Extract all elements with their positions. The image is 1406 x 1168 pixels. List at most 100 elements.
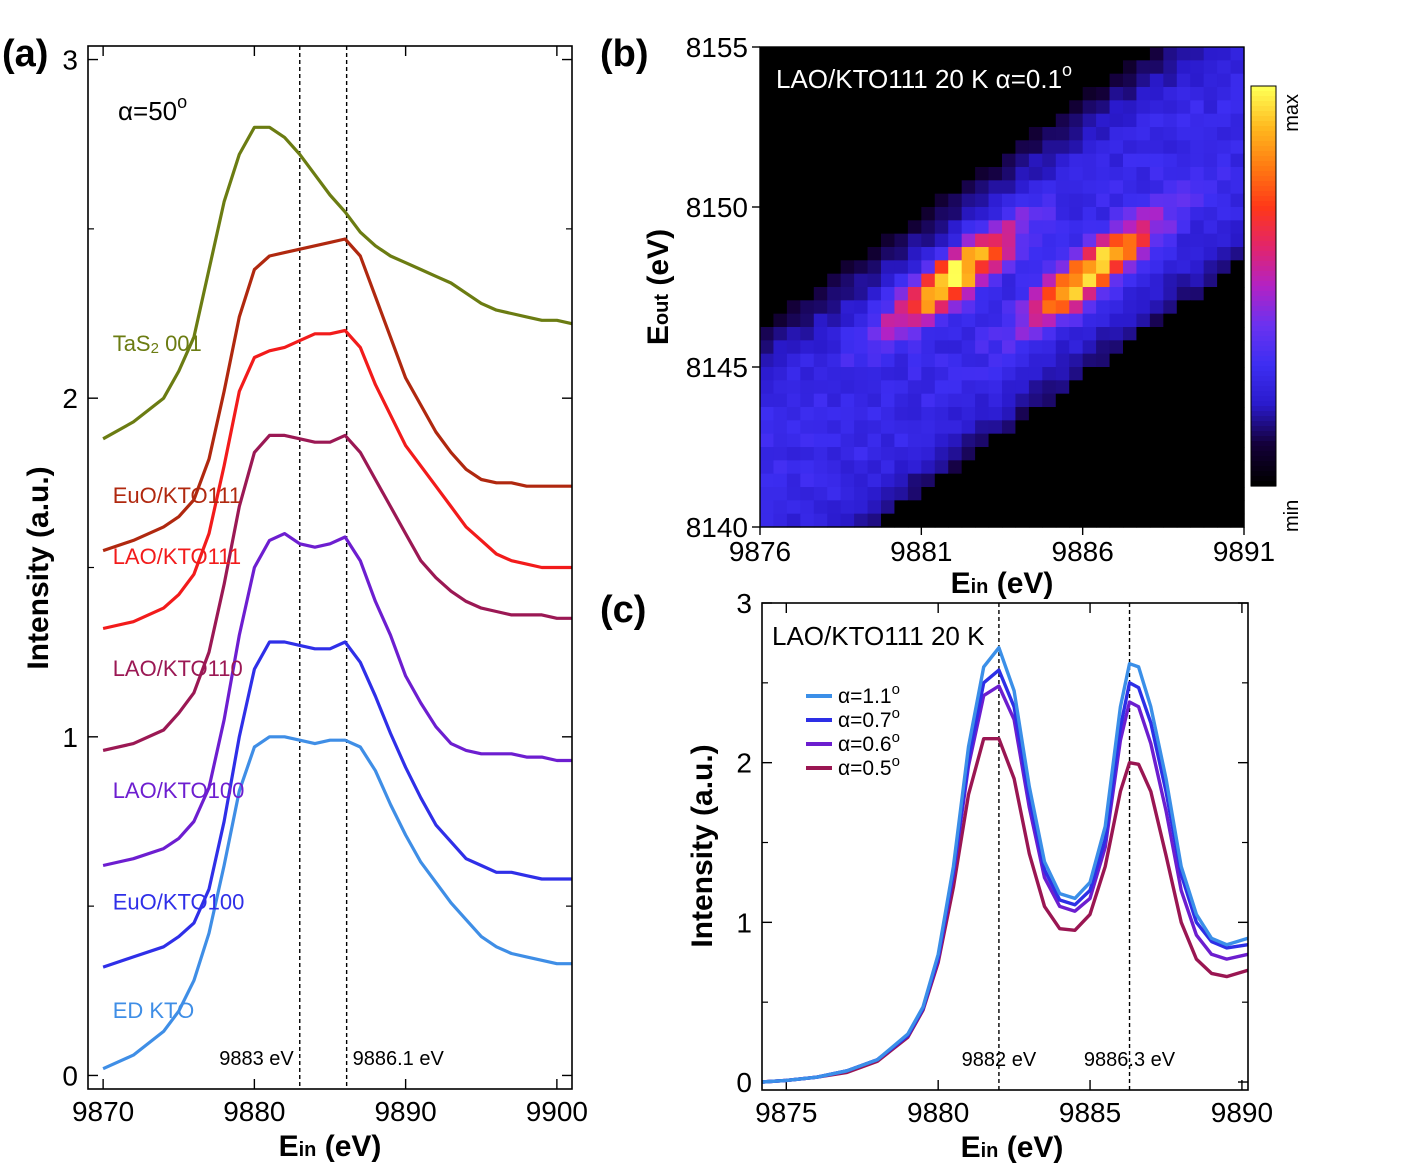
panel-b-heatmap-cell [921,500,936,515]
panel-b-heatmap-cell [1055,167,1070,181]
panel-b-heatmap-cell [1136,353,1151,368]
panel-b-heatmap-cell [948,327,963,341]
panel-b-heatmap-cell [894,220,909,235]
colorbar-segment [1251,186,1276,192]
panel-b-heatmap-cell [881,260,896,275]
panel-b-heatmap-cell [1002,233,1017,248]
panel-b-heatmap-cell [1096,407,1111,421]
panel-b-heatmap-cell [1082,340,1097,355]
panel-b-heatmap-cell [1096,447,1111,461]
panel-b-heatmap-cell [961,367,976,381]
panel-b-heatmap-cell [1149,473,1164,488]
panel-b-heatmap-cell [1096,420,1111,435]
panel-b-heatmap-cell [934,260,949,275]
panel-b-heatmap-cell [934,460,949,475]
panel-b-heatmap-cell [948,473,963,488]
panel-b-heatmap-cell [1028,247,1043,261]
panel-b-heatmap-cell [840,433,855,448]
panel-b-heatmap-cell [1123,287,1138,301]
panel-b-heatmap-cell [1136,220,1151,235]
panel-b-heatmap-cell [773,220,788,235]
colorbar-segment [1251,391,1276,397]
panel-b-heatmap-cell [827,273,842,288]
panel-b-heatmap-cell [1002,447,1017,461]
panel-b-heatmap-cell [1069,433,1084,448]
panel-b-heatmap-cell [1136,460,1151,475]
panel-b-heatmap-cell [1082,407,1097,421]
panel-b-heatmap-cell [1002,167,1017,181]
panel-b-heatmap-cell [813,193,828,208]
panel-b-heatmap-cell [1149,500,1164,515]
panel-b-heatmap-cell [840,100,855,115]
colorbar-min-label: min [1281,500,1303,532]
panel-b-heatmap-cell [948,273,963,288]
panel-b-heatmap-cell [1217,47,1232,61]
panel-b-heatmap-cell [1203,380,1218,395]
panel-b-heatmap-cell [1015,167,1030,181]
panel-b-heatmap-cell [1082,273,1097,288]
panel-b-heatmap-cell [867,260,882,275]
panel-b-heatmap-cell [854,220,869,235]
panel-b-heatmap-cell [1055,100,1070,115]
panel-b-heatmap-cell [988,207,1003,221]
panel-b-heatmap-cell [854,127,869,141]
colorbar-segment [1251,131,1276,137]
panel-b-heatmap-cell [1002,180,1017,195]
panel-b-heatmap-cell [1217,393,1232,408]
panel-a-x-title-main: E [279,1130,299,1163]
panel-b-heatmap-cell [934,60,949,75]
colorbar-segment [1251,216,1276,222]
panel-b-heatmap-cell [975,393,990,408]
panel-b-heatmap-cell [1002,247,1017,261]
panel-b-heatmap-cell [1136,393,1151,408]
panel-b-heatmap-cell [827,127,842,141]
panel-b-heatmap-cell [773,207,788,221]
panel-b-heatmap-cell [1096,100,1111,115]
panel-b-heatmap-cell [867,513,882,528]
panel-b-heatmap-cell [1123,420,1138,435]
panel-c-y-tick-label: 2 [736,748,752,779]
panel-b-heatmap-cell [1096,113,1111,128]
panel-b-heatmap-cell [881,353,896,368]
panel-b-heatmap-cell [1149,47,1164,61]
panel-b-heatmap-cell [867,180,882,195]
panel-b-heatmap-cell [773,353,788,368]
panel-b-heatmap-cell [1028,300,1043,315]
panel-b-heatmap-cell [854,340,869,355]
panel-label-c: (c) [600,589,646,631]
panel-b-heatmap-cell [1069,380,1084,395]
panel-b-heatmap-cell [1082,247,1097,261]
panel-b-y-tick-label: 8145 [686,352,748,383]
panel-b-heatmap-cell [800,407,815,421]
panel-b-heatmap-cell [934,353,949,368]
panel-b-heatmap-cell [894,260,909,275]
panel-c-frame [761,602,1249,1091]
panel-b-heatmap-cell [881,447,896,461]
panel-b-heatmap-cell [894,473,909,488]
panel-b-heatmap-cell [881,220,896,235]
panel-b-heatmap-cell [1055,460,1070,475]
panel-c-x-tick-label: 9885 [1059,1097,1121,1128]
panel-b-heatmap-cell [1042,447,1057,461]
panel-b-heatmap-cell [1042,233,1057,248]
panel-b-heatmap-cell [1002,433,1017,448]
panel-b-heatmap-cell [1002,140,1017,155]
panel-b-heatmap-cell [827,380,842,395]
colorbar-segment [1251,411,1276,417]
panel-b-heatmap-cell [1015,433,1030,448]
panel-b-heatmap-cell [1096,313,1111,328]
panel-b-heatmap-cell [1217,73,1232,88]
panel-b-heatmap-cell [975,100,990,115]
panel-b-heatmap-cell [773,460,788,475]
colorbar-frame [1250,85,1277,487]
panel-b-heatmap-cell [1015,100,1030,115]
panel-b-heatmap-cell [1028,473,1043,488]
panel-b-heatmap-cell [1163,327,1178,341]
panel-b-heatmap-cell [961,407,976,421]
panel-b-heatmap-cell [773,420,788,435]
panel-b-heatmap-cell [975,500,990,515]
panel-b-heatmap-cell [867,47,882,61]
panel-b-heatmap-cell [854,487,869,501]
colorbar-segment [1251,341,1276,347]
panel-b-heatmap-cell [1149,193,1164,208]
